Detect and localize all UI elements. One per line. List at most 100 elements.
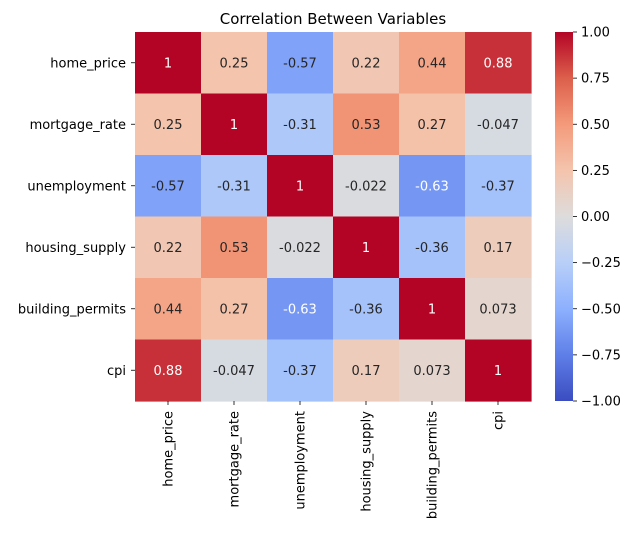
heatmap-cell-label: 0.22 <box>154 241 183 256</box>
heatmap-cell-label: 1 <box>428 302 436 317</box>
x-axis-tick-label: housing_supply <box>360 411 375 512</box>
heatmap-cell-label: 0.44 <box>154 302 183 317</box>
colorbar-tick-label: −0.50 <box>581 302 621 317</box>
heatmap-cell <box>135 216 202 279</box>
heatmap-cell-label: -0.36 <box>349 302 383 317</box>
colorbar-tick-label: 0.75 <box>581 72 610 87</box>
heatmap-cell <box>201 155 268 218</box>
x-axis-tick-labels: home_price mortgage_rate unemployment housi… <box>162 401 507 519</box>
y-axis-tick-label: building_permits <box>18 302 126 317</box>
heatmap-cell <box>399 155 466 218</box>
heatmap-cell-label: -0.047 <box>477 118 519 133</box>
heatmap-cell-label: 0.88 <box>154 364 183 379</box>
heatmap-cell <box>399 32 466 95</box>
heatmap-cell-label: -0.57 <box>283 56 317 71</box>
heatmap-cell-label: 1 <box>164 56 172 71</box>
heatmap-cell <box>201 278 268 341</box>
colorbar-tick-label: 1.00 <box>581 26 610 41</box>
x-axis-tick-label: building_permits <box>426 411 441 519</box>
heatmap-cell-label: 0.88 <box>484 56 513 71</box>
heatmap-cell-label: -0.022 <box>345 179 387 194</box>
heatmap-cell <box>399 93 466 156</box>
heatmap-cell-label: -0.57 <box>151 179 185 194</box>
y-axis-tick-label: cpi <box>107 364 126 379</box>
y-axis-tick-label: unemployment <box>27 179 126 194</box>
chart-title: Correlation Between Variables <box>220 10 447 28</box>
heatmap-cell <box>333 339 400 402</box>
heatmap-cell-label: 1 <box>494 364 502 379</box>
heatmap-cell-label: -0.37 <box>481 179 515 194</box>
heatmap-cell <box>465 93 532 156</box>
heatmap-cell-label: 0.073 <box>479 302 516 317</box>
x-axis-tick-label: cpi <box>492 411 507 430</box>
heatmap-cell <box>333 216 400 279</box>
heatmap-cell <box>135 155 202 218</box>
heatmap-cell <box>333 278 400 341</box>
heatmap-cell <box>135 32 202 95</box>
heatmap-cell-label: 1 <box>230 118 238 133</box>
heatmap-cell <box>399 339 466 402</box>
heatmap-cell-label: 0.22 <box>352 56 381 71</box>
heatmap-cell <box>135 278 202 341</box>
heatmap-cell <box>465 339 532 402</box>
heatmap-cell-label: 1 <box>362 241 370 256</box>
y-axis-tick-label: mortgage_rate <box>30 118 126 133</box>
heatmap-cell-label: -0.37 <box>283 364 317 379</box>
heatmap-cell-label: -0.022 <box>279 241 321 256</box>
heatmap-cell-label: -0.31 <box>283 118 317 133</box>
heatmap-cell <box>399 278 466 341</box>
heatmap-cell-label: 0.073 <box>413 364 450 379</box>
heatmap-cell-label: 0.27 <box>220 302 249 317</box>
heatmap-cell <box>333 93 400 156</box>
heatmap-cell-label: 0.17 <box>352 364 381 379</box>
y-axis-tick-label: housing_supply <box>25 241 126 256</box>
heatmap-cell <box>267 93 334 156</box>
heatmap-cell <box>267 155 334 218</box>
heatmap-cell-label: 0.44 <box>418 56 447 71</box>
colorbar-tick-label: −1.00 <box>581 395 621 410</box>
heatmap-cell <box>465 32 532 95</box>
heatmap-cell <box>201 32 268 95</box>
heatmap-cell <box>267 216 334 279</box>
heatmap-cell-label: -0.047 <box>213 364 255 379</box>
heatmap-cell-label: 0.27 <box>418 118 447 133</box>
heatmap-cell <box>201 339 268 402</box>
heatmap-cell <box>267 278 334 341</box>
heatmap-cell-label: 0.53 <box>352 118 381 133</box>
colorbar-tick-label: 0.00 <box>581 210 610 225</box>
heatmap-cell-label: 0.25 <box>220 56 249 71</box>
heatmap-cell <box>135 339 202 402</box>
heatmap-cell <box>201 216 268 279</box>
x-axis-tick-label: home_price <box>162 411 177 487</box>
x-axis-tick-label: mortgage_rate <box>228 411 243 507</box>
y-axis-tick-label: home_price <box>50 56 126 71</box>
heatmap-cell-label: -0.31 <box>217 179 251 194</box>
heatmap-cell-label: -0.63 <box>415 179 449 194</box>
y-axis-tick-labels: home_price mortgage_rate unemployment housi… <box>18 56 135 379</box>
heatmap-cell <box>201 93 268 156</box>
heatmap-cell-label: -0.63 <box>283 302 317 317</box>
heatmap-cell-label: 0.25 <box>154 118 183 133</box>
colorbar-gradient <box>555 32 573 401</box>
heatmap-cell <box>135 93 202 156</box>
heatmap-cell <box>333 32 400 95</box>
colorbar-tick-label: −0.25 <box>581 256 621 271</box>
heatmap-cell-label: -0.36 <box>415 241 449 256</box>
heatmap-cells: 1 0.25 -0.57 0.22 0.44 0.88 0.25 1 -0.31 0.53 0.27… <box>135 32 532 402</box>
heatmap-cell-label: 1 <box>296 179 304 194</box>
heatmap-cell <box>333 155 400 218</box>
heatmap-cell <box>267 32 334 95</box>
colorbar-tick-label: 0.50 <box>581 118 610 133</box>
x-axis-tick-label: unemployment <box>294 411 309 510</box>
colorbar-tick-label: 0.25 <box>581 164 610 179</box>
heatmap-cell <box>465 216 532 279</box>
colorbar: 1.00 0.75 0.50 0.25 0.00 −0.25 −0.50 −0.75 −1.00 <box>555 26 621 410</box>
heatmap-cell-label: 0.53 <box>220 241 249 256</box>
heatmap-cell <box>267 339 334 402</box>
heatmap-cell <box>465 278 532 341</box>
heatmap-cell <box>465 155 532 218</box>
colorbar-tick-label: −0.75 <box>581 348 621 363</box>
heatmap-cell <box>399 216 466 279</box>
heatmap-cell-label: 0.17 <box>484 241 513 256</box>
